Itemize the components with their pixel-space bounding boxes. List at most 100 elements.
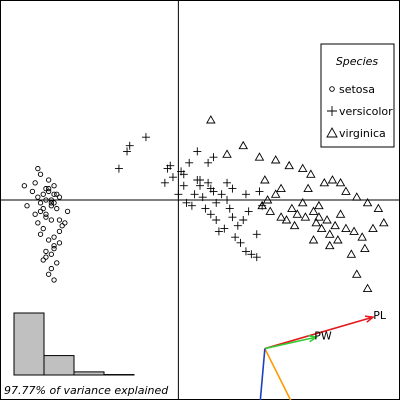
legend-marker-versicolor xyxy=(327,106,337,116)
point-setosa xyxy=(43,185,49,192)
point-setosa xyxy=(48,217,55,223)
point-setosa xyxy=(29,188,36,195)
point-versicolor xyxy=(174,190,183,199)
point-setosa xyxy=(56,228,63,235)
point-setosa xyxy=(40,205,46,212)
point-virginica xyxy=(262,195,273,204)
point-virginica xyxy=(270,155,281,164)
point-setosa xyxy=(51,200,57,206)
point-virginica xyxy=(341,223,351,233)
point-virginica xyxy=(362,197,373,207)
arrow-sw xyxy=(259,348,266,400)
point-versicolor xyxy=(252,253,261,262)
point-versicolor xyxy=(236,238,245,247)
point-versicolor xyxy=(141,133,150,142)
point-versicolor xyxy=(239,216,248,224)
point-virginica xyxy=(254,152,265,161)
point-setosa xyxy=(45,237,52,243)
point-versicolor xyxy=(228,184,237,193)
point-setosa xyxy=(51,234,57,240)
point-virginica xyxy=(314,200,324,210)
point-versicolor xyxy=(209,187,218,196)
point-versicolor xyxy=(187,201,196,210)
point-versicolor xyxy=(247,250,256,259)
point-setosa xyxy=(48,265,55,272)
point-virginica xyxy=(349,226,359,235)
point-virginica xyxy=(289,220,300,230)
point-setosa xyxy=(54,205,60,212)
point-versicolor xyxy=(223,196,232,204)
point-setosa xyxy=(45,188,52,195)
legend-entry-versicolor: versicolor xyxy=(327,105,393,118)
point-virginica xyxy=(308,235,319,244)
point-virginica xyxy=(300,212,311,221)
point-virginica xyxy=(316,223,327,233)
point-setosa xyxy=(56,240,63,246)
arrow-pl xyxy=(264,316,374,350)
point-versicolor xyxy=(241,247,250,256)
point-versicolor xyxy=(233,221,242,230)
point-versicolor xyxy=(212,198,221,207)
point-versicolor xyxy=(190,190,199,199)
point-versicolor xyxy=(125,141,134,150)
point-setosa xyxy=(64,208,71,215)
point-versicolor xyxy=(231,233,240,242)
point-setosa xyxy=(37,171,44,177)
point-versicolor xyxy=(212,216,221,224)
point-setosa xyxy=(51,243,57,249)
point-virginica xyxy=(303,183,313,193)
point-versicolor xyxy=(166,161,175,170)
point-versicolor xyxy=(196,176,204,184)
point-versicolor xyxy=(204,158,213,167)
legend-entry-setosa: setosa xyxy=(329,83,375,96)
point-versicolor xyxy=(220,224,229,233)
point-virginica xyxy=(319,177,330,187)
legend-entry-virginica: virginica xyxy=(326,127,386,140)
point-virginica xyxy=(322,215,332,224)
point-virginica xyxy=(324,229,335,238)
point-virginica xyxy=(297,197,308,207)
point-virginica xyxy=(335,177,346,187)
point-setosa xyxy=(40,191,46,197)
point-versicolor xyxy=(214,227,223,236)
scree-bar xyxy=(43,355,75,376)
point-versicolor xyxy=(182,198,191,207)
point-setosa xyxy=(35,220,41,226)
point-setosa xyxy=(51,277,57,283)
point-setosa xyxy=(54,260,60,266)
point-setosa xyxy=(56,194,63,200)
point-virginica xyxy=(276,183,286,193)
point-virginica xyxy=(238,140,249,150)
arrow-label-pl: PL xyxy=(373,309,387,322)
point-virginica xyxy=(327,175,338,184)
point-setosa xyxy=(43,248,49,255)
legend: Species setosa versicolor virginica xyxy=(320,43,395,148)
point-setosa xyxy=(35,194,41,200)
point-virginica xyxy=(333,235,343,244)
point-virginica xyxy=(346,249,357,258)
point-virginica xyxy=(373,203,384,213)
point-versicolor xyxy=(252,230,261,239)
point-versicolor xyxy=(241,190,250,199)
point-versicolor xyxy=(225,204,234,213)
point-virginica xyxy=(206,115,216,124)
variance-caption: 97.77% of variance explained xyxy=(4,384,169,397)
point-virginica xyxy=(330,220,340,230)
arrow-pw xyxy=(264,336,317,350)
point-setosa xyxy=(56,217,63,223)
point-versicolor xyxy=(179,170,188,179)
point-setosa xyxy=(43,254,49,260)
point-versicolor xyxy=(198,193,207,202)
point-setosa xyxy=(40,257,46,263)
point-versicolor xyxy=(114,164,123,173)
point-virginica xyxy=(265,206,276,215)
point-setosa xyxy=(48,197,55,203)
point-versicolor xyxy=(255,187,264,196)
point-setosa xyxy=(45,271,52,277)
point-virginica xyxy=(270,189,281,198)
legend-label-setosa: setosa xyxy=(339,83,375,96)
legend-title: Species xyxy=(336,55,379,68)
point-setosa xyxy=(35,165,41,172)
